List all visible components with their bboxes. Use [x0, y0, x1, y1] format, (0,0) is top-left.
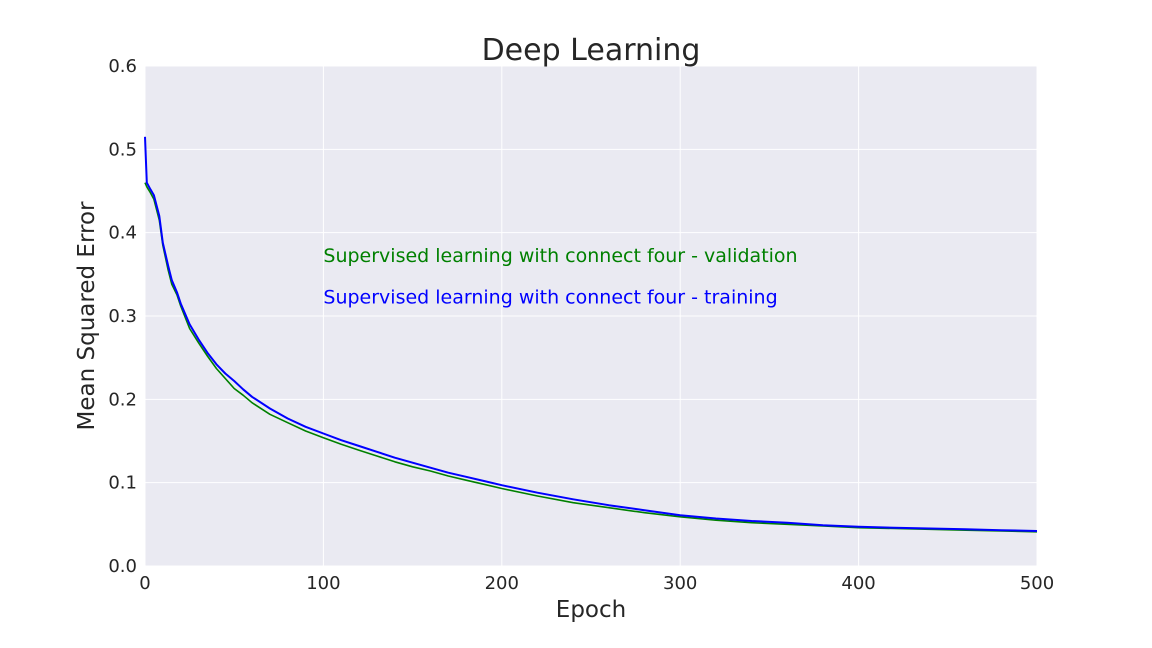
annotation-2: Supervised learning with connect four - …: [323, 287, 777, 309]
y-axis-label: Mean Squared Error: [74, 201, 100, 430]
x-tick-label: 0: [139, 573, 150, 594]
x-tick-label: 200: [485, 573, 519, 594]
series-line-1: [144, 182, 1038, 533]
series-line-2: [144, 136, 1038, 532]
y-tick-label: 0.6: [108, 56, 137, 77]
y-tick-label: 0.5: [108, 139, 137, 160]
y-tick-label: 0.3: [108, 306, 137, 327]
y-tick-label: 0.4: [108, 223, 137, 244]
x-tick-label: 500: [1020, 573, 1054, 594]
y-tick-label: 0.1: [108, 473, 137, 494]
annotations: Supervised learning with connect four - …: [323, 245, 797, 309]
y-tick-label: 0.2: [108, 389, 137, 410]
x-tick-label: 400: [841, 573, 875, 594]
grid: [144, 65, 1038, 567]
x-tick-label: 100: [306, 573, 340, 594]
tick-labels: 0 100 200 300 400 500 0.0 0.1 0.2 0.3 0.4 0.5 0.6: [108, 56, 1054, 594]
series-lines: [144, 136, 1038, 533]
x-axis-label: Epoch: [556, 597, 626, 623]
chart-title: Deep Learning: [482, 33, 701, 68]
annotation-1: Supervised learning with connect four - …: [323, 245, 797, 267]
y-tick-label: 0.0: [108, 556, 137, 577]
x-tick-label: 300: [663, 573, 697, 594]
